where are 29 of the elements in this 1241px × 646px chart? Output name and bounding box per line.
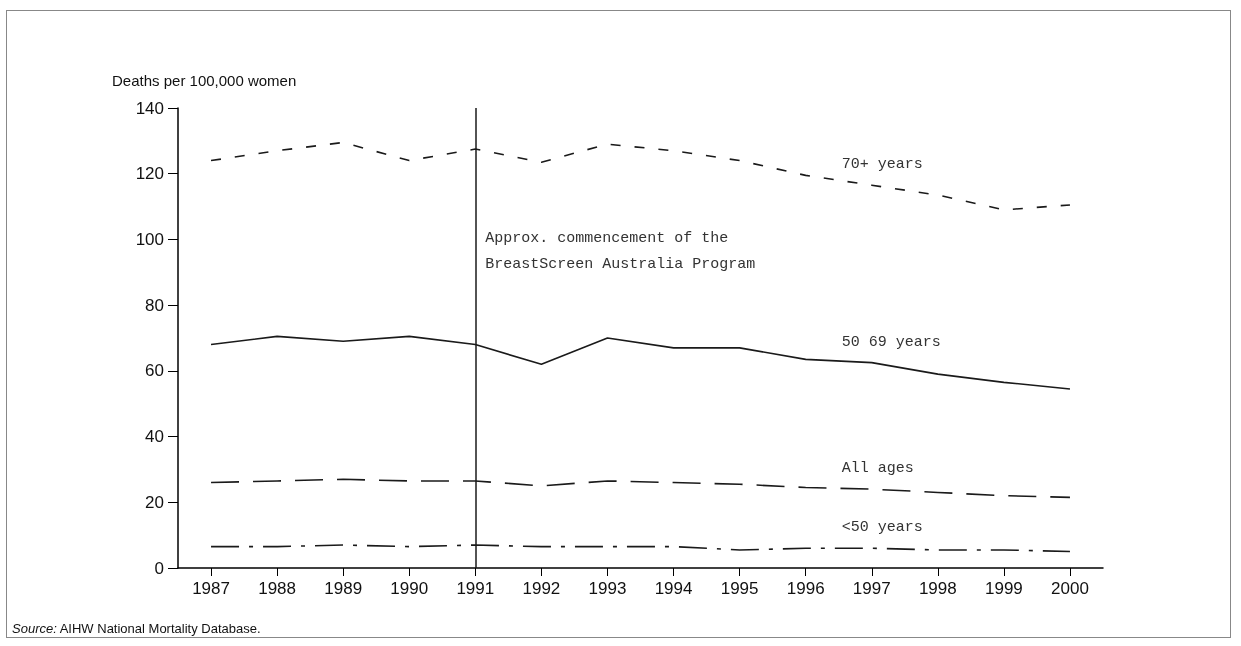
y-tick-label: 40 bbox=[145, 427, 164, 447]
series-label: 70+ years bbox=[841, 156, 923, 174]
y-tick-label: 20 bbox=[145, 492, 164, 512]
x-tick-label: 1999 bbox=[984, 579, 1023, 598]
x-tick-label: 1996 bbox=[786, 579, 825, 598]
x-tick-label: 1990 bbox=[390, 579, 429, 598]
source-note: Source: AIHW National Mortality Database. bbox=[12, 621, 261, 636]
x-tick-label: 1997 bbox=[852, 579, 891, 598]
x-tick-label: 1992 bbox=[522, 579, 561, 598]
y-tick-label: 120 bbox=[135, 164, 164, 184]
y-tick-label: 100 bbox=[135, 229, 164, 249]
series-label: 50 69 years bbox=[841, 333, 941, 351]
x-tick-label: 1994 bbox=[654, 579, 693, 598]
y-tick-label: 140 bbox=[135, 98, 164, 118]
y-axis-title: Deaths per 100,000 women bbox=[112, 72, 297, 89]
y-tick-label: 80 bbox=[145, 295, 164, 315]
series-label: All ages bbox=[841, 460, 914, 478]
x-tick-label: 1998 bbox=[918, 579, 957, 598]
x-tick-label: 2000 bbox=[1051, 579, 1089, 598]
ref-line-label: Approx. commencement of the BreastScreen Australia Program bbox=[485, 229, 756, 273]
x-tick-label: 1987 bbox=[192, 579, 230, 598]
x-tick-label: 1991 bbox=[456, 579, 495, 598]
y-tick-label: 60 bbox=[145, 361, 164, 381]
y-tick-label: 0 bbox=[154, 558, 164, 578]
series-label: <50 years bbox=[841, 519, 923, 537]
x-tick-label: 1995 bbox=[720, 579, 759, 598]
x-tick-label: 1993 bbox=[588, 579, 627, 598]
x-tick-label: 1988 bbox=[258, 579, 297, 598]
x-tick-label: 1989 bbox=[324, 579, 363, 598]
